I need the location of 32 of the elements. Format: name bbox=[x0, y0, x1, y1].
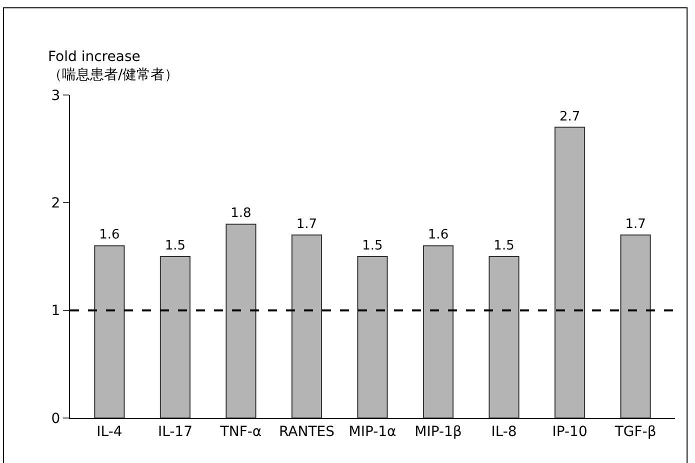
data-label: 1.8 bbox=[230, 206, 252, 222]
x-tick-label: TNF-α bbox=[219, 424, 262, 440]
y-tick-label: 3 bbox=[51, 88, 60, 104]
data-label: 2.7 bbox=[559, 109, 580, 124]
x-tick-label: IL-8 bbox=[491, 424, 517, 440]
y-tick-label: 2 bbox=[51, 196, 60, 212]
x-tick-label: TGF-β bbox=[614, 424, 656, 440]
bar bbox=[94, 245, 125, 418]
data-label: 1.7 bbox=[625, 216, 646, 232]
data-label: 1.6 bbox=[99, 228, 120, 243]
data-label: 1.6 bbox=[428, 228, 449, 243]
bar bbox=[488, 256, 520, 418]
data-label: 1.7 bbox=[296, 216, 318, 232]
bar bbox=[620, 234, 651, 418]
y-axis-title: Fold increase （喘息患者/健常者） bbox=[48, 49, 179, 84]
data-label: 1.5 bbox=[164, 238, 186, 254]
bar bbox=[554, 126, 586, 418]
data-label: 1.5 bbox=[494, 238, 514, 254]
bar bbox=[357, 256, 388, 418]
bar bbox=[422, 245, 454, 418]
y-tick-label: 1 bbox=[51, 303, 60, 320]
x-tick-label: MIP-1α bbox=[348, 424, 396, 440]
bar bbox=[226, 224, 256, 418]
x-tick-label: IL-17 bbox=[158, 424, 192, 440]
x-tick-label: RANTES bbox=[278, 424, 335, 440]
y-tick-label: 0 bbox=[51, 410, 60, 427]
x-tick-label: IP-10 bbox=[552, 424, 588, 440]
bar bbox=[160, 256, 191, 418]
x-tick-label: IL-4 bbox=[96, 424, 122, 440]
data-label: 1.5 bbox=[362, 238, 383, 254]
bar bbox=[291, 234, 322, 418]
x-tick-label: MIP-1β bbox=[414, 424, 462, 440]
